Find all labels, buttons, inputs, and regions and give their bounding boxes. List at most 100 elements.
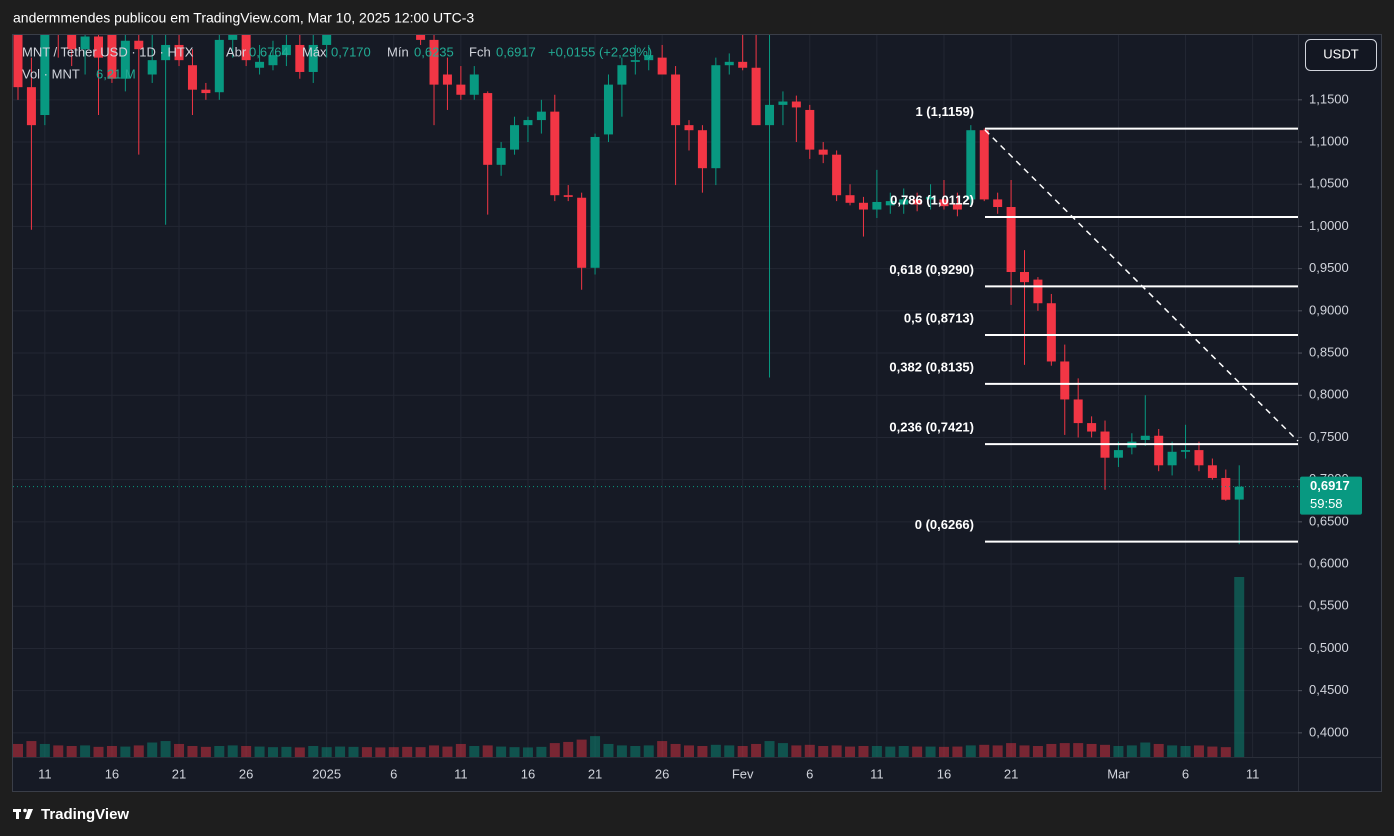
close-label: Fch [469, 44, 491, 59]
volume-bar [1126, 745, 1137, 757]
volume-bar [818, 745, 829, 757]
candle-body [1140, 435, 1150, 440]
candle-body [442, 74, 452, 85]
volume-value: 6,21 M [96, 66, 136, 81]
candle-body [671, 74, 681, 126]
candle-body [1087, 423, 1097, 432]
volume-bar [241, 745, 252, 757]
candle-body [603, 84, 613, 135]
volume-bar [120, 746, 131, 757]
chart-panel [12, 34, 1382, 792]
volume-bar [1046, 743, 1057, 757]
volume-bar [777, 743, 788, 757]
x-tick-label: 21 [1004, 766, 1018, 781]
candle-body [147, 60, 157, 75]
y-tick-label: 1,1000 [1309, 133, 1349, 148]
volume-bar [1113, 745, 1124, 757]
open-label: Abr [226, 44, 247, 59]
x-tick-label: 26 [239, 766, 253, 781]
volume-bar [684, 745, 694, 757]
candle-body [161, 44, 171, 61]
candle-body [67, 35, 77, 50]
candle-body [1073, 399, 1083, 424]
candle-body [644, 55, 654, 61]
low-label: Mín [387, 44, 409, 59]
x-tick-label: 16 [937, 766, 951, 781]
volume-bar [724, 745, 735, 757]
candle-body [751, 67, 761, 126]
volume-bar [657, 741, 668, 757]
volume-bar [710, 744, 721, 757]
volume-bar [227, 745, 238, 757]
x-tick-label: 6 [1182, 766, 1189, 781]
volume-bar [375, 747, 386, 757]
close-value: 0,6917 [496, 44, 536, 59]
volume-bar [254, 746, 265, 757]
y-tick-label: 0,9500 [1309, 260, 1349, 275]
y-tick-label: 0,8500 [1309, 344, 1349, 359]
candle-body [1006, 207, 1016, 273]
candle-body [1060, 361, 1070, 400]
volume-bar [603, 743, 614, 757]
y-tick-label: 0,7500 [1309, 429, 1349, 444]
candle-body [187, 65, 197, 90]
y-tick-label: 0,4500 [1309, 682, 1349, 697]
candle-body [456, 84, 466, 95]
candle-body [1046, 303, 1056, 362]
y-tick-label: 0,6500 [1309, 513, 1349, 528]
x-tick-label: 26 [655, 766, 669, 781]
candle-body [845, 195, 855, 203]
currency-button[interactable] [1305, 39, 1377, 71]
fib-label: 0,5 (0,8713) [904, 310, 974, 325]
volume-bar [1100, 744, 1111, 757]
candle-body [107, 35, 117, 79]
volume-bar [133, 745, 144, 757]
volume-bar [643, 745, 654, 757]
volume-bar [1006, 743, 1017, 757]
volume-bar [294, 747, 305, 757]
volume-bar [938, 746, 949, 757]
candle-body [268, 55, 278, 66]
candle-body [939, 199, 949, 207]
volume-bar [402, 746, 413, 757]
x-tick-label: 11 [38, 766, 52, 781]
x-tick-label: Fev [732, 766, 754, 781]
volume-bar [1153, 743, 1164, 757]
volume-bar [39, 743, 50, 757]
volume-bar [576, 739, 587, 757]
candle-body [1221, 477, 1231, 500]
candle-body [563, 195, 573, 197]
brand: TradingView [41, 806, 129, 823]
candle-body [630, 60, 640, 62]
volume-bar [1207, 746, 1218, 757]
candle-body [80, 36, 90, 50]
volume-bar [952, 746, 963, 757]
volume-bar [308, 745, 319, 757]
volume-bar [522, 747, 533, 757]
candle-body [1181, 450, 1191, 452]
volume-bar [804, 744, 815, 757]
volume-bar [1234, 577, 1245, 757]
candle-body [40, 35, 50, 116]
y-tick-label: 1,0000 [1309, 218, 1349, 233]
y-tick-label: 0,9000 [1309, 302, 1349, 317]
volume-bar [1180, 745, 1191, 757]
volume-bar [979, 744, 990, 757]
candle-body [765, 104, 775, 126]
candle-body [912, 199, 922, 205]
y-tick-label: 0,6000 [1309, 555, 1349, 570]
volume-bar [1086, 743, 1097, 757]
volume-label: Vol · MNT [22, 66, 80, 81]
volume-bar [590, 736, 601, 757]
header: andermmendes publicou em TradingView.com… [13, 10, 474, 26]
candle-body [858, 202, 868, 210]
x-tick-label: 11 [870, 766, 884, 781]
volume-bar [455, 743, 466, 757]
x-tick-label: 6 [806, 766, 813, 781]
volume-bar [361, 747, 372, 757]
x-tick-label: 6 [390, 766, 397, 781]
price-tag-value: 0,6917 [1310, 478, 1350, 493]
candle-body [416, 35, 426, 40]
y-tick-label: 1,1500 [1309, 91, 1349, 106]
volume-bar [616, 745, 627, 757]
